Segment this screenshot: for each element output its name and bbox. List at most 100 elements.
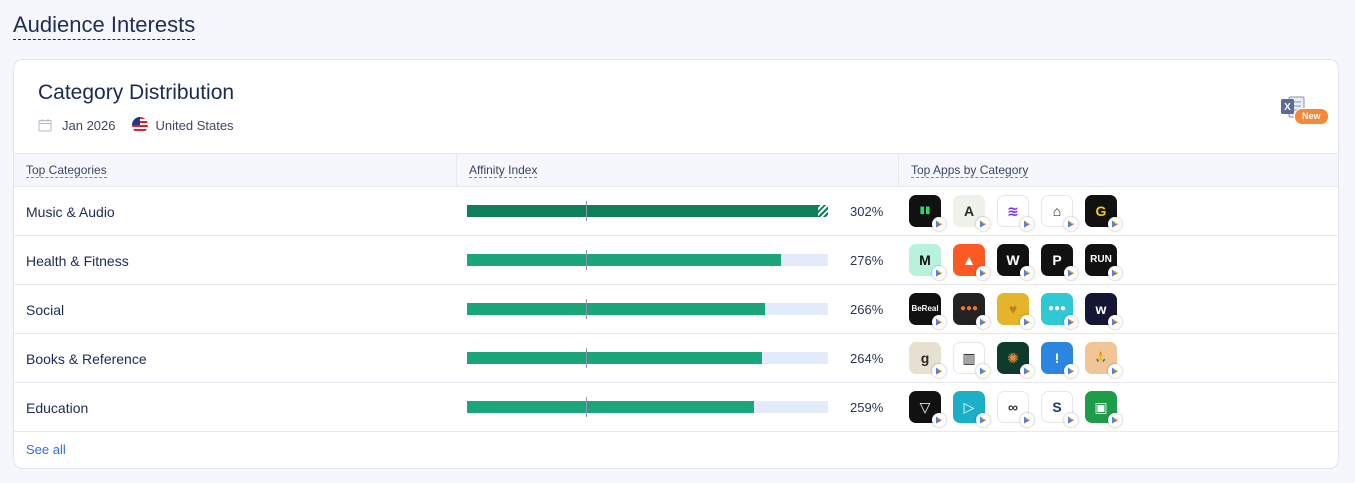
google-play-icon (1064, 266, 1078, 280)
affinity-value: 264% (850, 351, 884, 366)
category-distribution-card: Category Distribution Jan 2026 United St… (13, 59, 1339, 469)
affinity-bar-fill (467, 303, 765, 315)
google-play-icon (1108, 217, 1122, 231)
app-glyph: ▲ (962, 252, 976, 268)
svg-text:X: X (1284, 102, 1291, 113)
app-glyph: ⌂ (1052, 203, 1062, 219)
app-glyph: ●●● (959, 303, 979, 314)
google-play-icon (1108, 266, 1122, 280)
google-play-icon (932, 315, 946, 329)
table-row[interactable]: Books & Reference 264% g ▥ ✺! 🙏 (14, 334, 1338, 383)
table-row[interactable]: Social 266% BeReal ●●● ♥ ●●● w (14, 285, 1338, 334)
see-all-link[interactable]: See all (26, 442, 66, 457)
us-flag-icon (131, 117, 148, 133)
category-name: Books & Reference (26, 350, 147, 367)
google-play-icon (932, 266, 946, 280)
country-label: United States (155, 117, 234, 133)
app-glyph: ≋ (1007, 203, 1019, 219)
baseline-marker (586, 397, 587, 417)
app-glyph: 🙏 (1094, 352, 1108, 363)
app-glyph: P (1052, 252, 1062, 268)
new-badge: New (1294, 108, 1329, 125)
table-row[interactable]: Health & Fitness 276% M ▲ W P RUN (14, 236, 1338, 285)
app-glyph: ♥ (1008, 301, 1018, 317)
table-row[interactable]: Music & Audio 302% ▮▮ A ≋ ⌂ G (14, 187, 1338, 236)
google-play-icon (976, 266, 990, 280)
google-play-icon (1020, 364, 1034, 378)
header-top-categories[interactable]: Top Categories (26, 163, 107, 178)
affinity-bar-track (467, 299, 828, 319)
section-title[interactable]: Audience Interests (13, 12, 196, 40)
google-play-icon (932, 217, 946, 231)
table-header: Top Categories Affinity Index Top Apps b… (14, 153, 1338, 187)
heart-app-icon[interactable]: ♥ (997, 293, 1029, 325)
baseline-marker (586, 299, 587, 319)
affinity-bar-fill (467, 352, 762, 364)
google-play-icon (976, 315, 990, 329)
google-play-icon (1064, 364, 1078, 378)
strava-app-icon[interactable]: ▲ (953, 244, 985, 276)
app-glyph: G (1095, 203, 1107, 219)
app-glyph: BeReal (911, 304, 939, 313)
affinity-bar-track (467, 348, 828, 368)
google-play-icon (1064, 315, 1078, 329)
affinity-value: 259% (850, 400, 884, 415)
app-glyph: S (1052, 399, 1062, 415)
app-glyph: ✺ (1007, 350, 1019, 366)
baseline-marker (586, 201, 587, 221)
category-name: Social (26, 301, 65, 318)
google-play-icon (976, 364, 990, 378)
app-glyph: ▽ (919, 399, 931, 415)
app-glyph: RUN (1090, 254, 1112, 265)
affinity-bar-track (467, 397, 828, 417)
affinity-value: 276% (850, 253, 884, 268)
date-label: Jan 2026 (62, 117, 116, 133)
app-glyph: ▥ (962, 350, 976, 366)
category-name: Education (26, 399, 89, 416)
affinity-bar-fill (467, 401, 754, 413)
category-name: Health & Fitness (26, 252, 129, 269)
google-play-icon (1064, 217, 1078, 231)
google-play-icon (1020, 315, 1034, 329)
google-play-icon (1108, 315, 1122, 329)
affinity-bar-hatch (818, 205, 828, 217)
card-title: Category Distribution (38, 81, 235, 104)
affinity-bar-fill (467, 205, 828, 217)
app-glyph: ▣ (1094, 399, 1108, 415)
app-glyph: W (1006, 252, 1020, 268)
dots-app-icon[interactable]: ●●● (953, 293, 985, 325)
app-glyph: g (920, 350, 930, 366)
google-play-icon (932, 413, 946, 427)
app-glyph: ●●● (1047, 303, 1067, 314)
app-glyph: A (963, 203, 975, 219)
app-glyph: ▷ (963, 399, 975, 415)
table-row[interactable]: Education 259% ▽ ▷ ∞ S ▣ (14, 383, 1338, 432)
google-play-icon (976, 413, 990, 427)
google-play-icon (1108, 413, 1122, 427)
google-play-icon (976, 217, 990, 231)
baseline-marker (586, 250, 587, 270)
app-glyph: w (1095, 301, 1107, 317)
baseline-marker (586, 348, 587, 368)
app-glyph: M (919, 252, 931, 268)
google-play-icon (1020, 217, 1034, 231)
google-play-icon (1020, 266, 1034, 280)
app-glyph: ▮▮ (919, 205, 931, 216)
google-play-icon (932, 364, 946, 378)
google-play-icon (1020, 413, 1034, 427)
card-meta: Jan 2026 United States (38, 117, 234, 133)
category-name: Music & Audio (26, 203, 115, 220)
affinity-value: 266% (850, 302, 884, 317)
header-top-apps[interactable]: Top Apps by Category (898, 154, 1029, 187)
affinity-value: 302% (850, 204, 884, 219)
app-glyph: ! (1054, 350, 1060, 366)
affinity-bar-track (467, 201, 828, 221)
google-play-icon (1064, 413, 1078, 427)
calendar-icon (38, 119, 52, 132)
affinity-bar-fill (467, 254, 781, 266)
header-affinity-index[interactable]: Affinity Index (456, 154, 538, 187)
google-play-icon (1108, 364, 1122, 378)
app-glyph: ∞ (1008, 399, 1018, 415)
affinity-bar-track (467, 250, 828, 270)
excel-export-button[interactable]: X New (1280, 94, 1329, 126)
